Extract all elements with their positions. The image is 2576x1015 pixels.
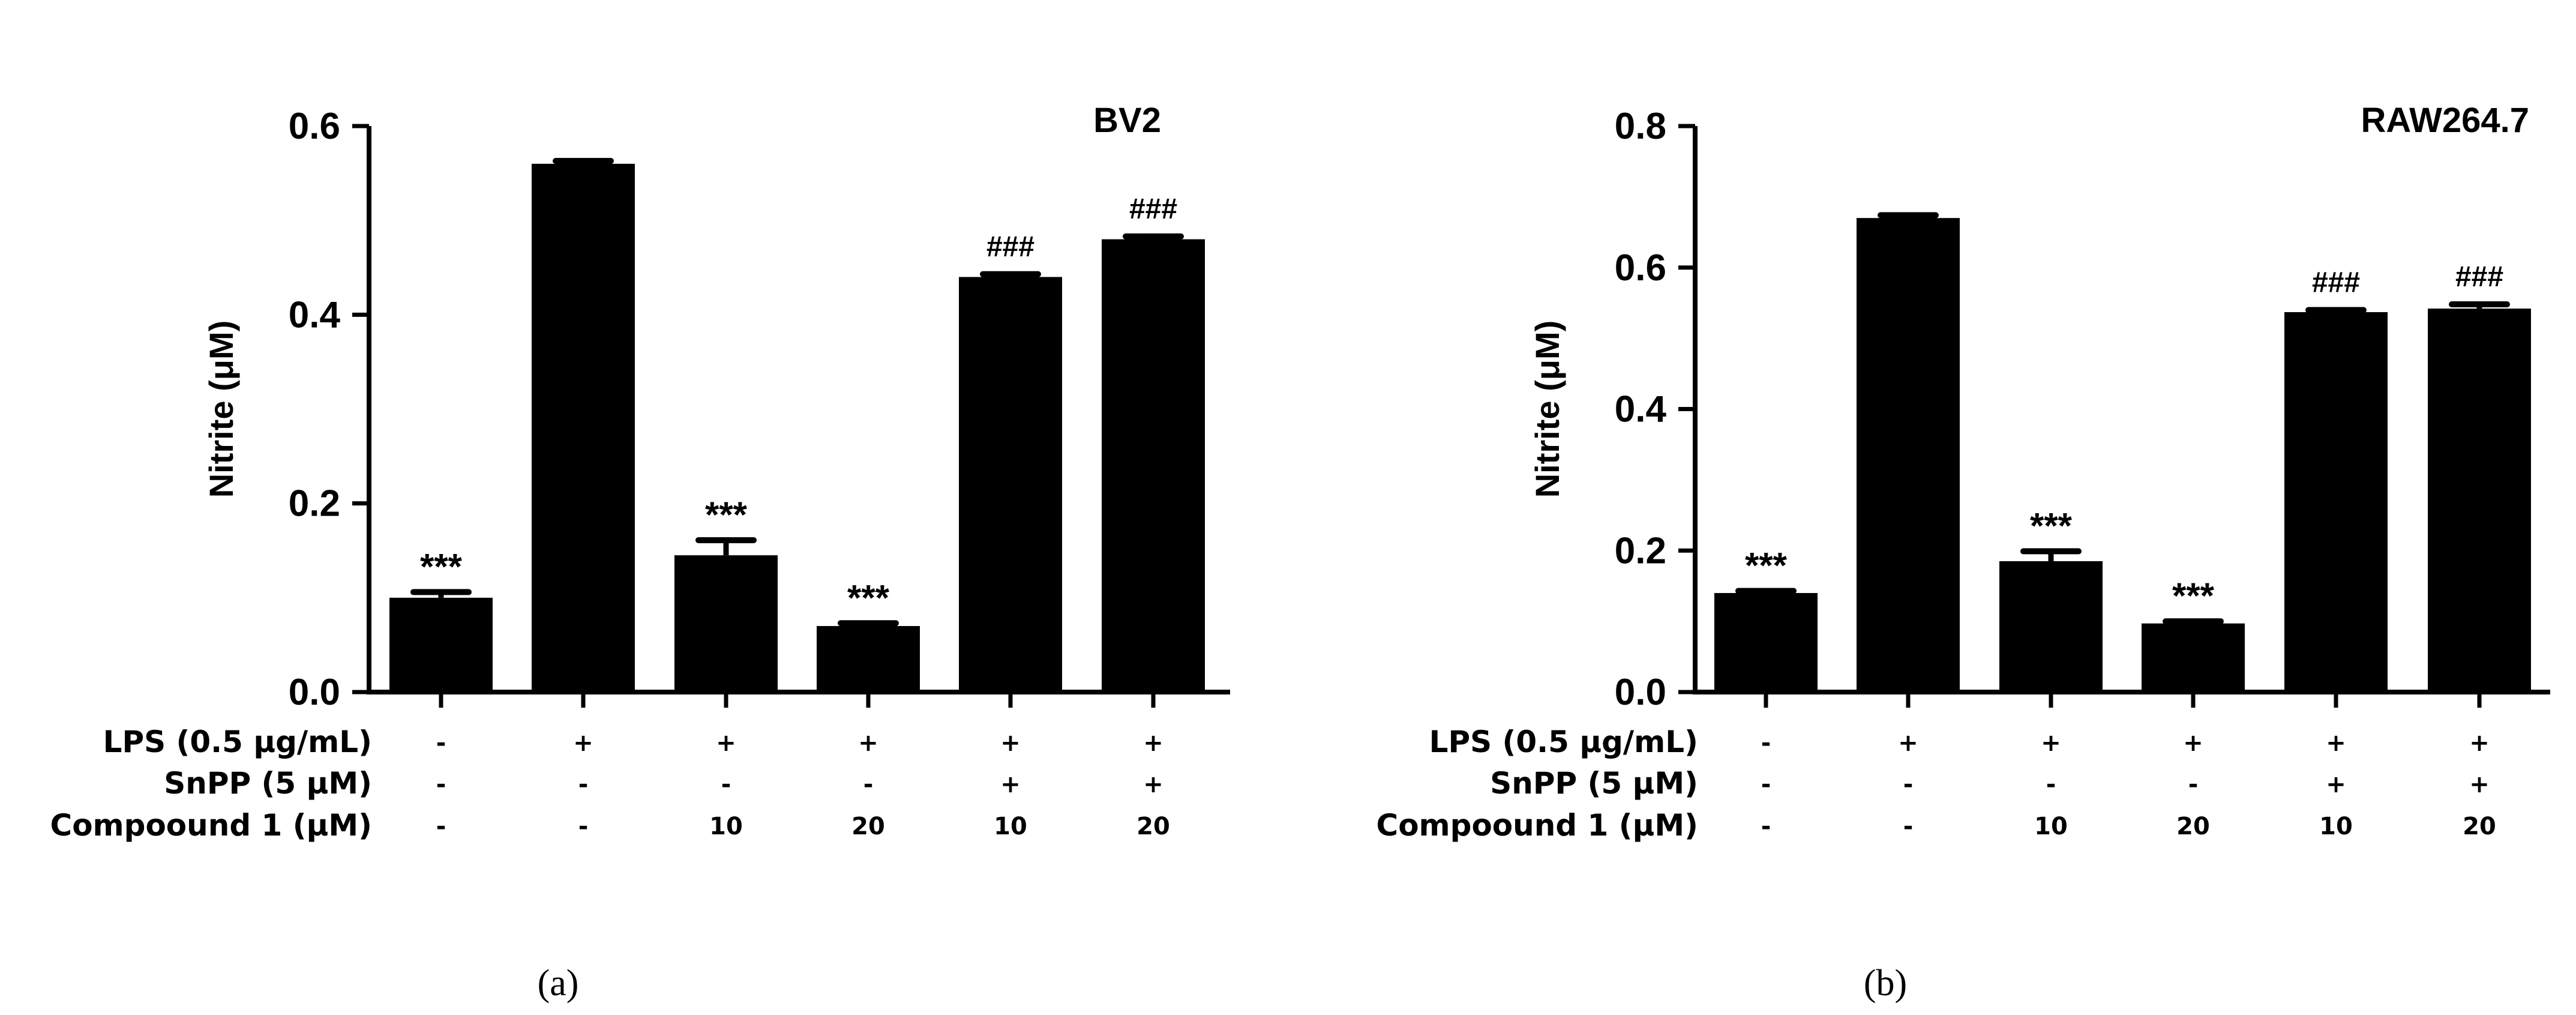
condition-value: +: [573, 729, 593, 757]
condition-value: +: [1143, 771, 1163, 798]
condition-value: -: [721, 771, 731, 798]
bar: [1857, 218, 1960, 692]
condition-value: +: [716, 729, 736, 757]
significance-marker: ###: [2312, 267, 2360, 298]
y-tick-label: 0.0: [289, 672, 340, 713]
y-tick-label: 0.2: [289, 483, 340, 525]
y-axis-label: Nitrite (μM): [202, 321, 240, 498]
bar: [2142, 623, 2245, 692]
condition-value: -: [2188, 771, 2199, 798]
bar: [959, 277, 1062, 692]
condition-value: +: [1898, 729, 1918, 757]
condition-value: 10: [2319, 813, 2353, 840]
bar: [2284, 312, 2388, 692]
significance-marker: ###: [2455, 261, 2503, 293]
y-tick-label: 0.8: [1615, 106, 1666, 147]
condition-value: -: [1761, 729, 1771, 757]
significance-marker: ***: [847, 577, 890, 618]
condition-value: 20: [2176, 813, 2210, 840]
condition-value: +: [2183, 729, 2203, 757]
significance-marker: ###: [986, 231, 1034, 263]
significance-marker: ***: [420, 546, 463, 586]
significance-marker: ***: [705, 495, 748, 535]
condition-value: +: [2326, 729, 2346, 757]
chart-title: BV2: [1093, 101, 1161, 140]
y-tick-label: 0.0: [1615, 672, 1666, 713]
condition-value: 20: [1136, 813, 1170, 840]
condition-value: -: [436, 729, 446, 757]
panel-label: (a): [538, 963, 579, 1004]
condition-value: -: [863, 771, 874, 798]
condition-label: SnPP (5 μM): [164, 766, 372, 801]
condition-value: -: [1761, 813, 1771, 840]
condition-value: 10: [2034, 813, 2068, 840]
y-tick-label: 0.4: [289, 294, 341, 336]
y-tick-label: 0.2: [1615, 530, 1666, 571]
condition-value: -: [1903, 813, 1914, 840]
significance-marker: ***: [1745, 545, 1788, 585]
condition-value: +: [1000, 729, 1021, 757]
condition-label: Compoound 1 (μM): [50, 808, 372, 843]
condition-label: Compoound 1 (μM): [1377, 808, 1698, 843]
condition-value: -: [1761, 771, 1771, 798]
chart-title: RAW264.7: [2361, 101, 2529, 140]
bar: [1714, 592, 1818, 692]
bar: [389, 597, 493, 692]
y-tick-label: 0.4: [1615, 389, 1667, 430]
condition-value: -: [436, 771, 446, 798]
significance-marker: ###: [1129, 193, 1177, 225]
condition-value: -: [578, 813, 589, 840]
condition-value: 20: [851, 813, 885, 840]
condition-label: LPS (0.5 μg/mL): [103, 724, 372, 759]
condition-value: +: [2041, 729, 2061, 757]
panel-label: (b): [1864, 963, 1907, 1004]
bar: [817, 625, 920, 692]
condition-value: +: [1143, 729, 1163, 757]
y-tick-label: 0.6: [1615, 247, 1666, 289]
bar: [674, 555, 778, 692]
condition-value: +: [858, 729, 878, 757]
condition-value: 10: [994, 813, 1027, 840]
condition-label: SnPP (5 μM): [1490, 766, 1698, 801]
bar: [532, 163, 635, 692]
bar: [1102, 239, 1205, 693]
condition-value: 20: [2463, 813, 2496, 840]
condition-value: +: [2326, 771, 2346, 798]
condition-value: +: [2469, 729, 2490, 757]
condition-value: -: [1903, 771, 1914, 798]
significance-marker: ***: [2172, 576, 2215, 616]
condition-value: -: [578, 771, 589, 798]
condition-value: 10: [709, 813, 743, 840]
condition-value: +: [2469, 771, 2490, 798]
condition-value: -: [2046, 771, 2056, 798]
bar: [2428, 309, 2531, 692]
chart-panel-b: 0.0 0.2 0.4 0.6 0.8 Nitrite (μM) RAW264.7 *** **…: [1377, 101, 2550, 1004]
significance-marker: ***: [2030, 505, 2073, 546]
condition-label: LPS (0.5 μg/mL): [1429, 724, 1698, 759]
condition-value: +: [1000, 771, 1021, 798]
condition-value: -: [436, 813, 446, 840]
chart-panel-a: 0.0 0.2 0.4 0.6 Nitrite (μM) BV2 *** *** *** ### #…: [50, 101, 1230, 1004]
y-axis-label: Nitrite (μM): [1528, 321, 1566, 498]
bar: [1999, 561, 2103, 692]
y-tick-label: 0.6: [289, 106, 340, 147]
